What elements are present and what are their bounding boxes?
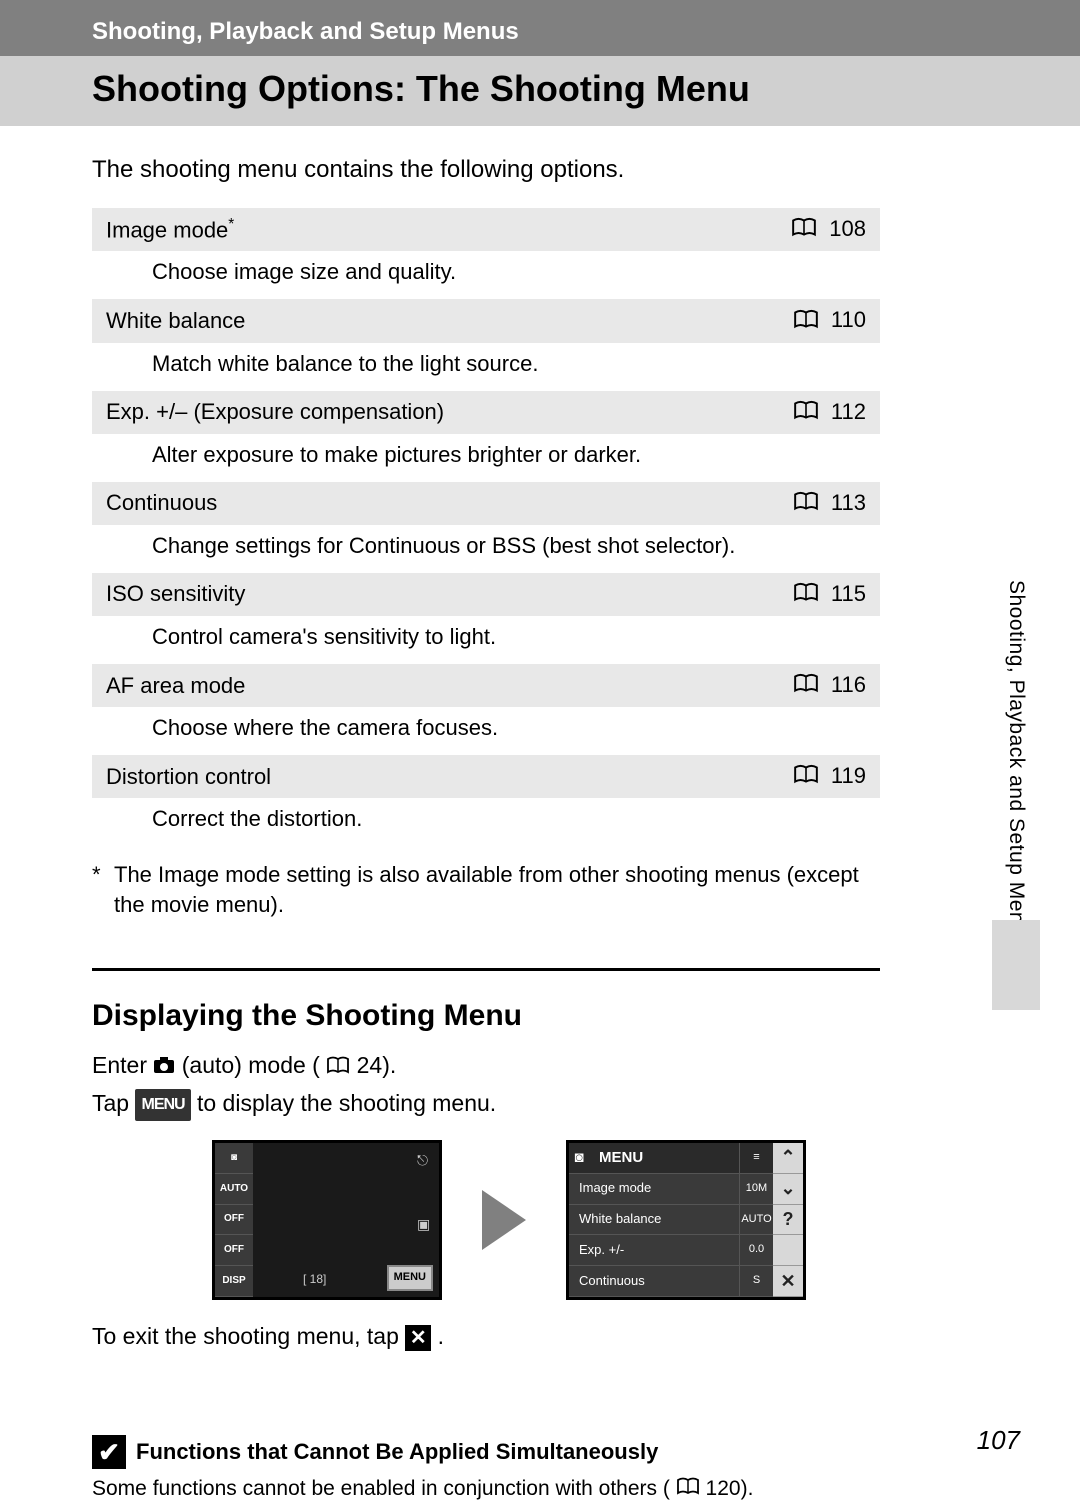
sidebar-cell: OFF xyxy=(215,1235,253,1266)
section-heading: Displaying the Shooting Menu xyxy=(92,999,1080,1033)
menu-item-row: Image mode10M xyxy=(569,1174,773,1205)
option-name: AF area mode xyxy=(92,664,707,707)
breadcrumb: Shooting, Playback and Setup Menus xyxy=(0,8,1080,56)
instruction-line-2: Tap MENU to display the shooting menu. xyxy=(92,1085,880,1122)
scroll-control xyxy=(773,1235,803,1266)
exit-instruction: To exit the shooting menu, tap ✕ . xyxy=(92,1318,880,1355)
close-icon: ✕ xyxy=(405,1325,431,1351)
check-icon: ✔ xyxy=(92,1435,126,1469)
book-icon xyxy=(793,400,819,426)
side-tab-marker xyxy=(992,920,1040,1010)
camera-screen-before: ◙AUTOOFFOFFDISP ⎋ ▣ [ 18] MENU xyxy=(212,1140,442,1300)
status-icon: ⎋ xyxy=(417,1149,433,1165)
option-row: Distortion control 119 xyxy=(92,755,880,798)
intro-text: The shooting menu contains the following… xyxy=(92,156,880,184)
option-desc: Choose where the camera focuses. xyxy=(92,707,880,755)
option-name: White balance xyxy=(92,299,707,342)
page-reference: 108 xyxy=(707,208,880,251)
book-icon xyxy=(793,582,819,608)
option-desc-row: Alter exposure to make pictures brighter… xyxy=(92,434,880,482)
option-desc-row: Match white balance to the light source. xyxy=(92,343,880,391)
book-icon xyxy=(793,309,819,335)
option-desc: Change settings for Continuous or BSS (b… xyxy=(92,525,880,573)
option-row: Exp. +/– (Exposure compensation) 112 xyxy=(92,391,880,434)
menu-badge-icon: MENU xyxy=(135,1089,190,1121)
option-name: ISO sensitivity xyxy=(92,573,707,616)
menu-item-value: 0.0 xyxy=(739,1235,773,1265)
scroll-control: ? xyxy=(773,1205,803,1236)
menu-header: ◙ MENU ≡ xyxy=(569,1143,773,1174)
option-name: Image mode* xyxy=(92,208,707,251)
menu-item-label: Exp. +/- xyxy=(569,1240,739,1261)
option-row: Image mode* 108 xyxy=(92,208,880,251)
menu-item-label: Image mode xyxy=(569,1178,739,1199)
option-row: AF area mode 116 xyxy=(92,664,880,707)
book-icon xyxy=(326,1048,350,1085)
sidebar-cell: AUTO xyxy=(215,1174,253,1205)
menu-item-value: 10M xyxy=(739,1174,773,1204)
page-reference: 119 xyxy=(707,755,880,798)
menu-item-row: White balanceAUTO xyxy=(569,1205,773,1236)
sidebar-cell: ◙ xyxy=(215,1143,253,1174)
scroll-control: ⌃ xyxy=(773,1143,803,1174)
page-reference: 113 xyxy=(707,482,880,525)
page-reference: 116 xyxy=(707,664,880,707)
option-row: ISO sensitivity 115 xyxy=(92,573,880,616)
note-title: ✔ Functions that Cannot Be Applied Simul… xyxy=(92,1435,880,1469)
book-icon xyxy=(793,491,819,517)
scroll-control: ✕ xyxy=(773,1266,803,1297)
note-body: Some functions cannot be enabled in conj… xyxy=(92,1477,880,1501)
frame-counter: [ 18] xyxy=(303,1270,326,1289)
book-icon xyxy=(676,1477,700,1501)
menu-button-highlight: MENU xyxy=(387,1265,433,1291)
option-row: White balance 110 xyxy=(92,299,880,342)
menu-item-value: AUTO xyxy=(739,1205,773,1235)
option-desc: Match white balance to the light source. xyxy=(92,343,880,391)
menu-item-label: White balance xyxy=(569,1209,739,1230)
page-number: 107 xyxy=(977,1425,1020,1456)
side-tab-label: Shooting, Playback and Setup Menus xyxy=(1004,580,1028,947)
book-icon xyxy=(793,764,819,790)
menu-item-value: S xyxy=(739,1266,773,1296)
page-reference: 115 xyxy=(707,573,880,616)
menu-item-label: Continuous xyxy=(569,1271,739,1292)
mode-icon: ▣ xyxy=(417,1213,433,1229)
menu-item-row: ContinuousS xyxy=(569,1266,773,1297)
option-desc: Correct the distortion. xyxy=(92,798,880,846)
camera-screen-menu: ◙ MENU ≡ Image mode10MWhite balanceAUTOE… xyxy=(566,1140,806,1300)
option-name: Continuous xyxy=(92,482,707,525)
instruction-line-1: Enter (auto) mode ( 24). xyxy=(92,1047,880,1085)
camera-icon xyxy=(153,1048,175,1085)
option-desc-row: Control camera's sensitivity to light. xyxy=(92,616,880,664)
option-row: Continuous 113 xyxy=(92,482,880,525)
transition-arrow-icon xyxy=(482,1190,526,1250)
book-icon xyxy=(791,217,817,243)
sidebar-cell: OFF xyxy=(215,1205,253,1236)
page-reference: 112 xyxy=(707,391,880,434)
option-desc: Control camera's sensitivity to light. xyxy=(92,616,880,664)
book-icon xyxy=(793,673,819,699)
scroll-control: ⌄ xyxy=(773,1174,803,1205)
menu-item-row: Exp. +/-0.0 xyxy=(569,1235,773,1266)
sidebar-cell: DISP xyxy=(215,1266,253,1297)
mode-select-icon: ≡ xyxy=(739,1143,773,1173)
option-desc: Alter exposure to make pictures brighter… xyxy=(92,434,880,482)
option-desc-row: Choose image size and quality. xyxy=(92,251,880,299)
option-name: Distortion control xyxy=(92,755,707,798)
footnote: * The Image mode setting is also availab… xyxy=(92,860,880,919)
option-desc-row: Correct the distortion. xyxy=(92,798,880,846)
option-desc-row: Choose where the camera focuses. xyxy=(92,707,880,755)
option-name: Exp. +/– (Exposure compensation) xyxy=(92,391,707,434)
option-desc: Choose image size and quality. xyxy=(92,251,880,299)
shooting-options-table: Image mode* 108Choose image size and qua… xyxy=(92,208,880,846)
page-title: Shooting Options: The Shooting Menu xyxy=(0,56,1080,126)
section-separator xyxy=(92,968,880,971)
option-desc-row: Change settings for Continuous or BSS (b… xyxy=(92,525,880,573)
page-reference: 110 xyxy=(707,299,880,342)
